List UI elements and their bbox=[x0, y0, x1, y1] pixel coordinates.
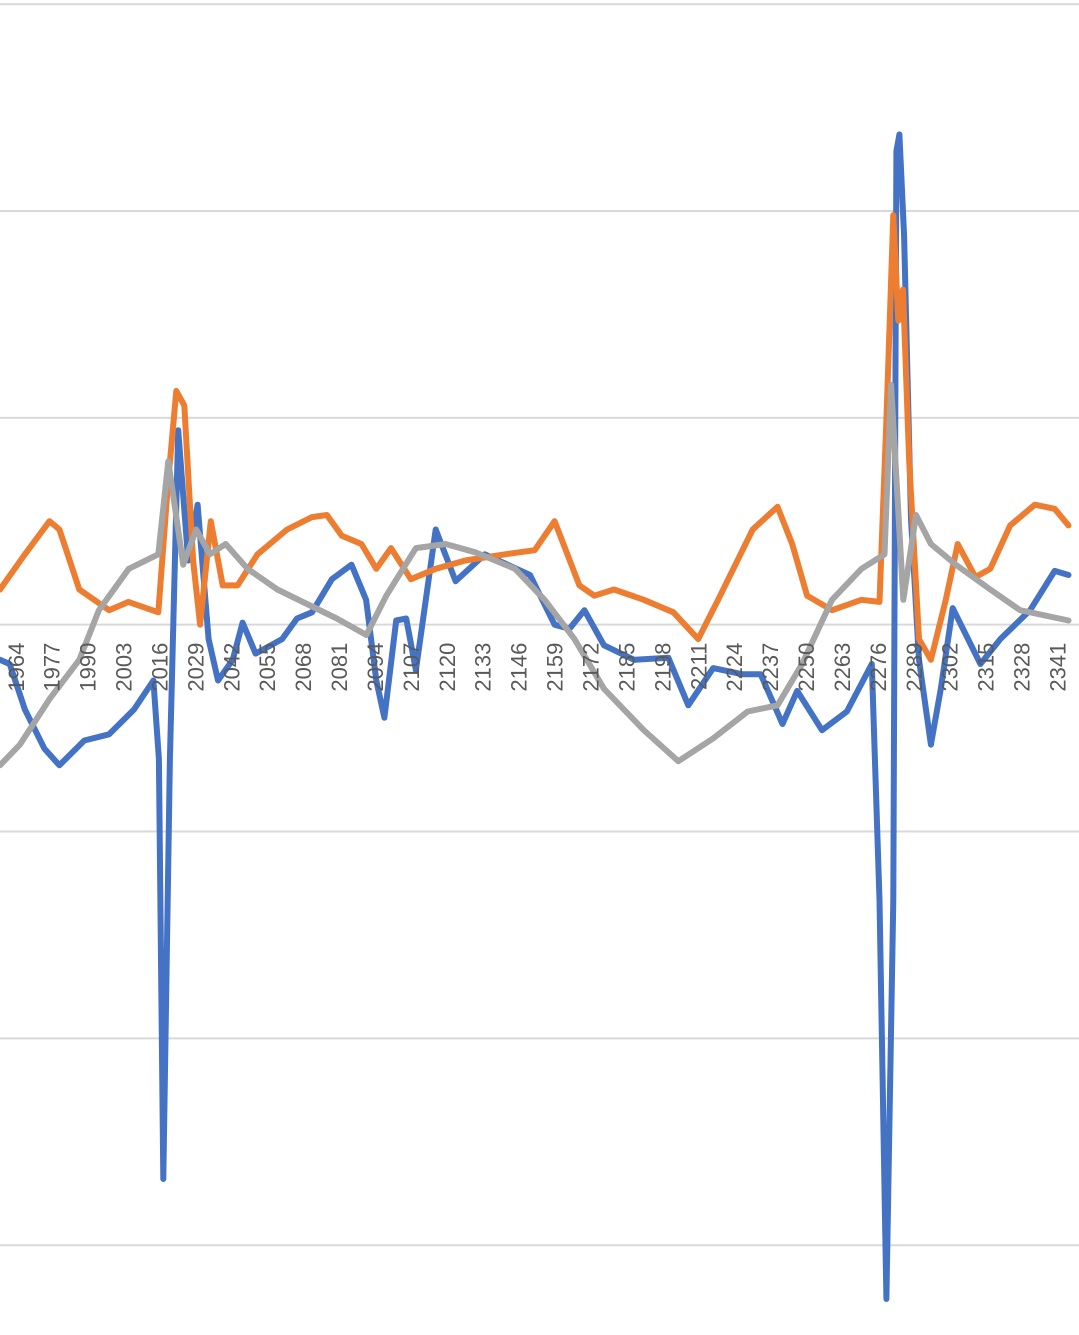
x-tick-label: 2211 bbox=[686, 643, 711, 690]
x-tick-label: 2068 bbox=[291, 643, 316, 692]
x-tick-label: 2250 bbox=[794, 643, 819, 692]
x-tick-label: 2094 bbox=[363, 643, 388, 692]
x-tick-label: 2341 bbox=[1045, 643, 1070, 692]
x-tick-label: 2198 bbox=[650, 643, 675, 692]
x-tick-label: 2263 bbox=[830, 643, 855, 692]
x-tick-label: 1977 bbox=[40, 643, 65, 692]
x-tick-label: 2133 bbox=[471, 643, 496, 692]
x-tick-label: 2029 bbox=[183, 643, 208, 692]
x-tick-label: 2172 bbox=[579, 643, 604, 692]
x-tick-label: 2146 bbox=[507, 643, 532, 692]
x-tick-label: 2302 bbox=[938, 643, 963, 692]
x-tick-label: 2328 bbox=[1010, 643, 1035, 692]
x-tick-label: 2003 bbox=[112, 643, 137, 692]
x-tick-label: 2185 bbox=[614, 643, 639, 692]
series-line bbox=[0, 131, 1072, 1302]
x-tick-label: 1964 bbox=[4, 643, 29, 692]
x-tick-label: 2107 bbox=[399, 643, 424, 692]
x-tick-label: 2315 bbox=[974, 643, 999, 692]
x-tick-label: 2159 bbox=[543, 643, 568, 692]
x-tick-label: 2055 bbox=[255, 643, 280, 692]
x-tick-label: 2276 bbox=[866, 643, 891, 692]
x-tick-label: 1990 bbox=[76, 643, 101, 692]
x-tick-label: 2289 bbox=[902, 643, 927, 692]
x-tick-label: 2237 bbox=[758, 643, 783, 692]
x-tick-label: 2081 bbox=[327, 643, 352, 692]
x-tick-label: 2120 bbox=[435, 643, 460, 692]
x-tick-label: 2224 bbox=[722, 643, 747, 692]
x-tick-label: 2042 bbox=[219, 643, 244, 692]
x-tick-label: 2016 bbox=[147, 643, 172, 692]
series-line bbox=[0, 381, 1072, 769]
